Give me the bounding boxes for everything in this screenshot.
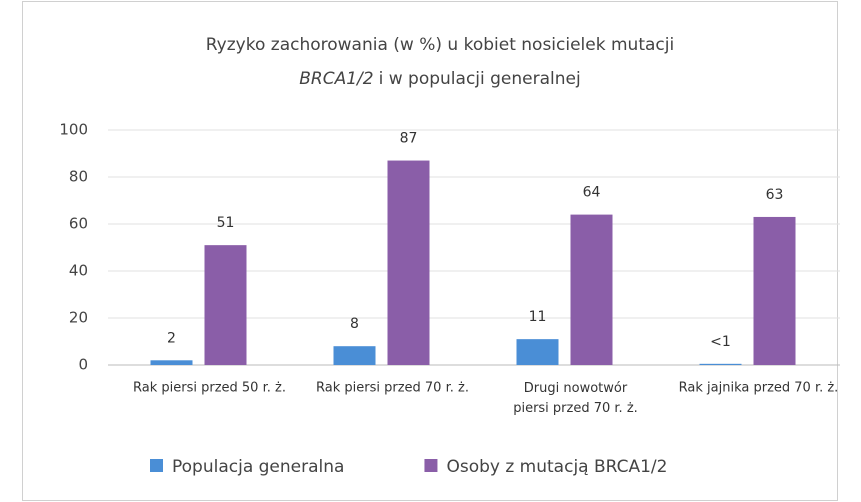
y-tick-label: 20 [69, 309, 88, 327]
y-tick-label: 60 [69, 215, 88, 233]
x-tick-label: Rak piersi przed 70 r. ż. [316, 381, 469, 396]
bar [699, 363, 742, 365]
chart-title-line: Ryzyko zachorowania (w %) u kobiet nosic… [206, 35, 674, 55]
bar [333, 346, 376, 365]
y-tick-label: 100 [59, 121, 88, 139]
value-label: 87 [400, 131, 418, 147]
legend-swatch [150, 459, 163, 472]
y-tick-label: 40 [69, 262, 88, 280]
bar [204, 245, 247, 365]
chart-title-part: BRCA1/2 [299, 69, 373, 89]
bar [516, 339, 559, 365]
value-label: 8 [350, 316, 359, 332]
bar [387, 160, 430, 365]
value-label: <1 [710, 334, 731, 350]
x-tick-label: Drugi nowotwór piersi przed 70 r. ż. [513, 381, 638, 416]
value-label: 63 [766, 187, 784, 203]
value-label: 11 [529, 309, 547, 325]
value-label: 51 [217, 215, 235, 231]
legend-label: Osoby z mutacją BRCA1/2 [446, 457, 667, 477]
y-tick-label: 80 [69, 168, 88, 186]
chart-title-part: i w populacji generalnej [379, 69, 581, 89]
legend-swatch [424, 459, 438, 472]
bar [753, 216, 796, 365]
bar [150, 360, 193, 365]
value-label: 2 [167, 330, 176, 346]
value-label: 64 [583, 185, 601, 201]
y-tick-label: 0 [78, 356, 88, 374]
bar [570, 214, 613, 365]
x-tick-label: Rak jajnika przed 70 r. ż. [679, 381, 839, 396]
legend-label: Populacja generalna [172, 457, 344, 477]
x-tick-label: Rak piersi przed 50 r. ż. [133, 381, 286, 396]
chart-frame [22, 1, 838, 501]
chart-title-line: BRCA1/2 i w populacji generalnej [299, 69, 580, 89]
